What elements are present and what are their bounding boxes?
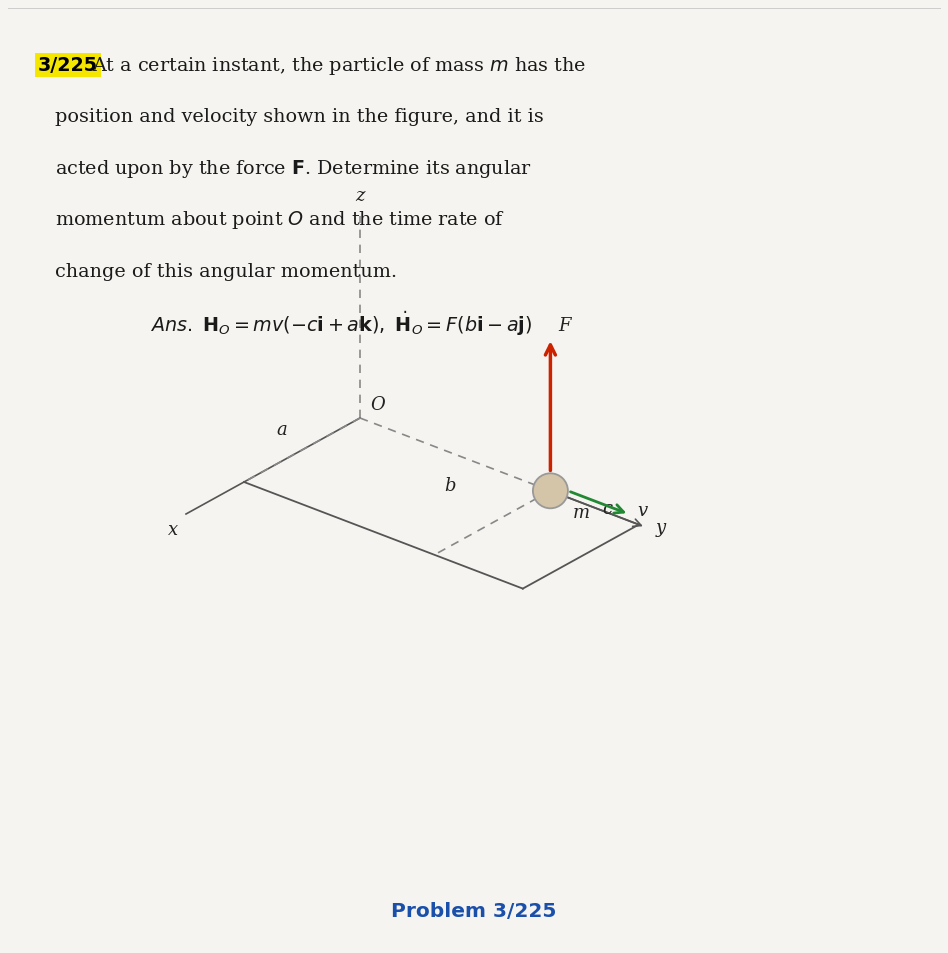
Text: F: F xyxy=(558,317,571,335)
Text: v: v xyxy=(637,501,647,519)
Text: y: y xyxy=(656,518,665,537)
Text: position and velocity shown in the figure, and it is: position and velocity shown in the figur… xyxy=(55,109,544,127)
Text: c: c xyxy=(603,499,612,517)
Text: momentum about point $O$ and the time rate of: momentum about point $O$ and the time ra… xyxy=(55,210,505,232)
Text: $\mathit{Ans.}\ \mathbf{H}_O = mv(-c\mathbf{i} + a\mathbf{k}),\ \dot{\mathbf{H}}: $\mathit{Ans.}\ \mathbf{H}_O = mv(-c\mat… xyxy=(150,309,533,337)
Text: change of this angular momentum.: change of this angular momentum. xyxy=(55,263,397,281)
Text: x: x xyxy=(168,520,178,538)
Text: b: b xyxy=(445,476,456,495)
Text: a: a xyxy=(276,420,287,438)
Text: O: O xyxy=(370,395,385,414)
Text: acted upon by the force $\mathbf{F}$. Determine its angular: acted upon by the force $\mathbf{F}$. De… xyxy=(55,158,532,180)
Text: m: m xyxy=(573,503,590,521)
Circle shape xyxy=(533,474,568,509)
Text: z: z xyxy=(356,187,365,205)
Text: 3/225: 3/225 xyxy=(38,56,99,75)
Text: Problem 3/225: Problem 3/225 xyxy=(392,902,556,921)
Text: At a certain instant, the particle of mass $m$ has the: At a certain instant, the particle of ma… xyxy=(92,55,586,77)
